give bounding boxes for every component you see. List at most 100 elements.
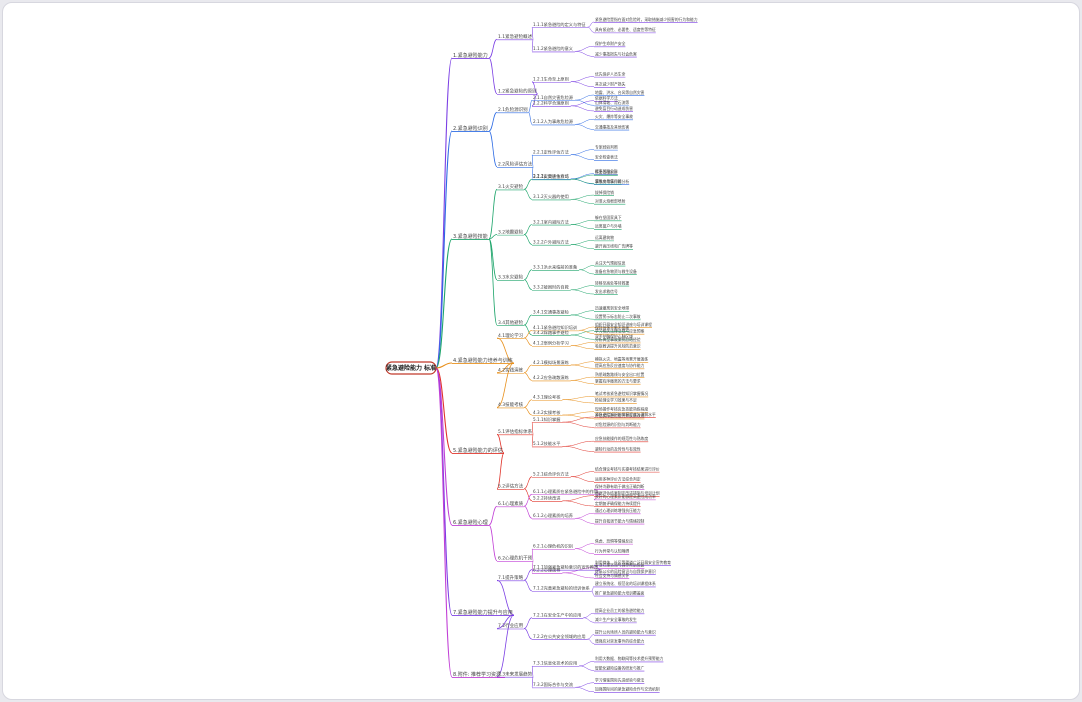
leaf-node-3-4-1-1[interactable]: 迅速撤离到安全地带 [595,305,629,310]
leaf-node-1-1-1-1[interactable]: 紧急避险是指在面对危险时，采取措施减少损害的行为和能力 [595,17,698,22]
topic-node-2-2-1[interactable]: 2.2.1定性评估方法 [533,148,569,155]
subbranch-node-4-1[interactable]: 4.1理论学习 [498,332,523,339]
root-node-box[interactable] [385,361,437,375]
topic-node-7-3-1[interactable]: 7.3.1信息化技术的应用 [533,660,577,667]
branch-node-1[interactable]: 1.紧急避险能力 [453,52,488,59]
topic-node-6-1-2[interactable]: 6.1.2心理素质的培养 [533,512,574,519]
subbranch-node-7-1[interactable]: 7.1提升策略 [498,574,524,581]
leaf-node-3-3-2-1[interactable]: 转移至高处等待救援 [595,280,629,285]
topic-node-3-2-2[interactable]: 3.2.2户外避险方法 [533,238,569,245]
leaf-node-1-1-2-1[interactable]: 保护生命财产安全 [595,41,626,46]
leaf-node-7-2-1-1[interactable]: 提高企业员工的紧急避险能力 [595,608,645,613]
leaf-node-6-2-2-2[interactable]: 社会支持与情感关怀 [595,573,629,578]
leaf-node-1-1-1-2[interactable]: 具有紧迫性、必要性、适度性等特征 [595,27,656,32]
leaf-node-5-2-2-1[interactable]: 根据评估结果制定改进措施与培训计划 [595,490,660,495]
subbranch-node-3-3[interactable]: 3.3水灾避险 [498,274,524,281]
subbranch-node-6-1[interactable]: 6.1心理素质 [498,500,524,507]
topic-node-2-2-2[interactable]: 2.2.2定量评估方法 [533,173,569,180]
leaf-node-6-1-1-1[interactable]: 保持冷静有助于做出正确判断 [595,484,645,489]
leaf-node-7-1-2-1[interactable]: 建立系统化、规范化的培训课程体系 [595,581,656,586]
topic-node-4-1-1[interactable]: 4.1.1紧急避险知识培训 [533,324,577,331]
leaf-node-3-1-1-1[interactable]: 低姿弯腰前进 [595,170,618,175]
subbranch-node-1-2[interactable]: 1.2紧急避险的原则 [498,88,537,95]
leaf-node-3-3-1-1[interactable]: 关注天气预报信息 [595,260,626,265]
leaf-node-2-2-1-2[interactable]: 安全检查表法 [595,155,618,160]
topic-node-2-1-1[interactable]: 2.1.1自然灾害危险源 [533,94,574,101]
leaf-node-3-1-2-1[interactable]: 拔掉保险销 [595,190,614,195]
leaf-node-7-3-1-1[interactable]: 利用大数据、物联网等技术提升预警能力 [595,656,664,661]
leaf-node-5-2-1-1[interactable]: 结合理论考核与实操考核结果进行评价 [595,466,660,471]
topic-node-1-2-2[interactable]: 1.2.2科学合理原则 [533,100,569,107]
topic-node-1-1-1[interactable]: 1.1.1紧急避险的定义与特征 [533,21,586,28]
leaf-node-6-1-2-1[interactable]: 通过心理训练增强抗压能力 [595,508,641,513]
branch-node-5[interactable]: 5.紧急避险能力的评估 [453,447,503,454]
topic-node-1-2-1[interactable]: 1.2.1生命至上原则 [533,75,569,82]
leaf-node-1-2-2-2[interactable]: 避免盲目行动造成伤害 [595,106,633,111]
leaf-node-5-1-2-2[interactable]: 避险行动的及时性与有效性 [595,446,641,451]
leaf-node-3-2-2-2[interactable]: 避开高压线和广告牌等 [595,244,633,249]
leaf-node-6-1-1-2[interactable]: 良好的心理素质能够提高避险成功率 [595,494,656,499]
subbranch-node-2-2[interactable]: 2.2风险评估方法 [498,161,533,168]
leaf-node-3-2-1-1[interactable]: 躲在坚固家具下 [595,215,622,220]
leaf-node-3-2-1-2[interactable]: 远离窗户与外墙 [595,224,622,229]
subbranch-node-2-1[interactable]: 2.1危险源识别 [498,106,528,113]
topic-node-7-2-1[interactable]: 7.2.1在安全生产中的应用 [533,612,581,619]
subbranch-node-4-3[interactable]: 4.3技能考核 [498,401,524,408]
topic-node-3-3-2[interactable]: 3.3.2被困时的自救 [533,284,570,291]
leaf-node-2-1-2-2[interactable]: 交通事故及其他伤害 [595,124,629,129]
leaf-node-4-2-2-1[interactable]: 熟悉疏散路线与安全出口位置 [595,372,645,377]
leaf-node-3-4-1-2[interactable]: 设置警示标志防止二次事故 [595,314,641,319]
leaf-node-4-3-2-2[interactable]: 评估实际避险能力并反馈改进 [595,413,645,418]
subbranch-node-5-1[interactable]: 5.1评估指标体系 [498,428,533,435]
leaf-node-4-2-1-1[interactable]: 模拟火灾、地震等场景开展演练 [595,356,648,361]
leaf-node-1-2-2-1[interactable]: 依据科学方法 [595,95,618,100]
topic-node-7-2-2[interactable]: 7.2.2在公共安全领域的应用 [533,633,586,640]
leaf-node-5-1-1-1[interactable]: 紧急避险知识的掌握程度与理解水平 [595,412,656,417]
topic-node-6-2-2[interactable]: 6.2.2心理疏导 [533,567,560,574]
topic-node-5-2-1[interactable]: 5.2.1综合评价方法 [533,470,569,477]
leaf-node-3-1-1-2[interactable]: 湿毛巾捂住口鼻 [595,178,622,183]
subbranch-node-4-2[interactable]: 4.2实践演练 [498,366,524,373]
topic-node-3-1-1[interactable]: 3.1.1火灾逃生技巧 [533,173,569,180]
subbranch-node-7-2[interactable]: 7.2行业应用 [498,622,523,629]
leaf-node-3-3-2-2[interactable]: 发出求救信号 [595,289,618,294]
subbranch-node-3-1[interactable]: 3.1火灾避险 [498,183,524,190]
subbranch-node-3-2[interactable]: 3.2地震避险 [498,228,524,235]
subbranch-node-5-2[interactable]: 5.2评估方法 [498,483,524,490]
leaf-node-7-3-1-2[interactable]: 智能化避险设备的研发与推广 [595,665,645,670]
leaf-node-7-1-1-1[interactable]: 利用媒体、社区等渠道广泛开展安全宣传教育 [595,560,671,565]
leaf-node-7-1-2-2[interactable]: 推广紧急避险能力培训覆盖面 [595,590,645,595]
leaf-node-1-2-1-2[interactable]: 其次减少财产损失 [595,82,626,87]
leaf-node-4-1-2-2[interactable]: 吸取教训提升风险防范意识 [595,344,641,349]
leaf-node-7-2-2-2[interactable]: 增强应对突发事件的综合能力 [595,638,645,643]
leaf-node-6-2-1-2[interactable]: 行为异常与认知障碍 [595,549,629,554]
leaf-node-4-3-1-2[interactable]: 检验理论学习效果与不足 [595,398,637,403]
subbranch-node-6-2[interactable]: 6.2心理危机干预 [498,555,533,562]
leaf-node-6-2-1-1[interactable]: 焦虑、恐惧等情绪反应 [595,538,633,543]
root-node[interactable]: 紧急避险能力 标准 [385,361,437,375]
branch-node-3[interactable]: 3.紧急避险技能 [453,233,488,240]
leaf-node-2-1-2-1[interactable]: 火灾、爆炸等安全事故 [595,114,633,119]
leaf-node-5-2-1-2[interactable]: 运用多种评价方法综合判定 [595,477,641,482]
leaf-node-7-3-2-2[interactable]: 加强国际间的紧急避险合作与交流机制 [595,687,660,692]
topic-node-6-2-1[interactable]: 6.2.1心理危机的识别 [533,542,573,549]
topic-node-5-1-1[interactable]: 5.1.1知识掌握 [533,416,561,423]
topic-node-7-1-1[interactable]: 7.1.1加强紧急避险意识的宣传教育 [533,563,598,570]
topic-node-3-4-1[interactable]: 3.4.1交通事故避险 [533,309,570,316]
topic-node-2-1-2[interactable]: 2.1.2人为事故危险源 [533,118,574,125]
topic-node-3-3-1[interactable]: 3.3.1洪水来临前的准备 [533,264,578,271]
subbranch-node-1-1[interactable]: 1.1紧急避险概述 [498,33,533,40]
topic-node-3-4-2[interactable]: 3.4.2踩踏事件避险 [533,329,570,336]
leaf-node-7-1-1-2[interactable]: 提高公众的风险意识与自我保护意识 [595,569,656,574]
topic-node-4-2-1[interactable]: 4.2.1模拟场景演练 [533,359,570,366]
topic-node-5-2-2[interactable]: 5.2.2持续改进 [533,495,561,502]
leaf-node-4-1-1-2[interactable]: 学习相关法律法规与应急预案 [595,328,645,333]
topic-node-1-1-2[interactable]: 1.1.2紧急避险的意义 [533,45,574,52]
leaf-node-2-2-2-1[interactable]: 概率风险分析 [595,168,618,173]
leaf-node-3-3-1-2[interactable]: 准备应急物资与救生设备 [595,269,637,274]
leaf-node-3-4-2-2[interactable]: 双手护胸保护心肺区域 [595,334,633,339]
topic-node-4-2-2[interactable]: 4.2.2应急疏散演练 [533,374,570,381]
subbranch-node-7-3[interactable]: 7.3未来发展趋势 [498,670,533,677]
leaf-node-7-2-1-2[interactable]: 减少生产安全事故的发生 [595,617,637,622]
